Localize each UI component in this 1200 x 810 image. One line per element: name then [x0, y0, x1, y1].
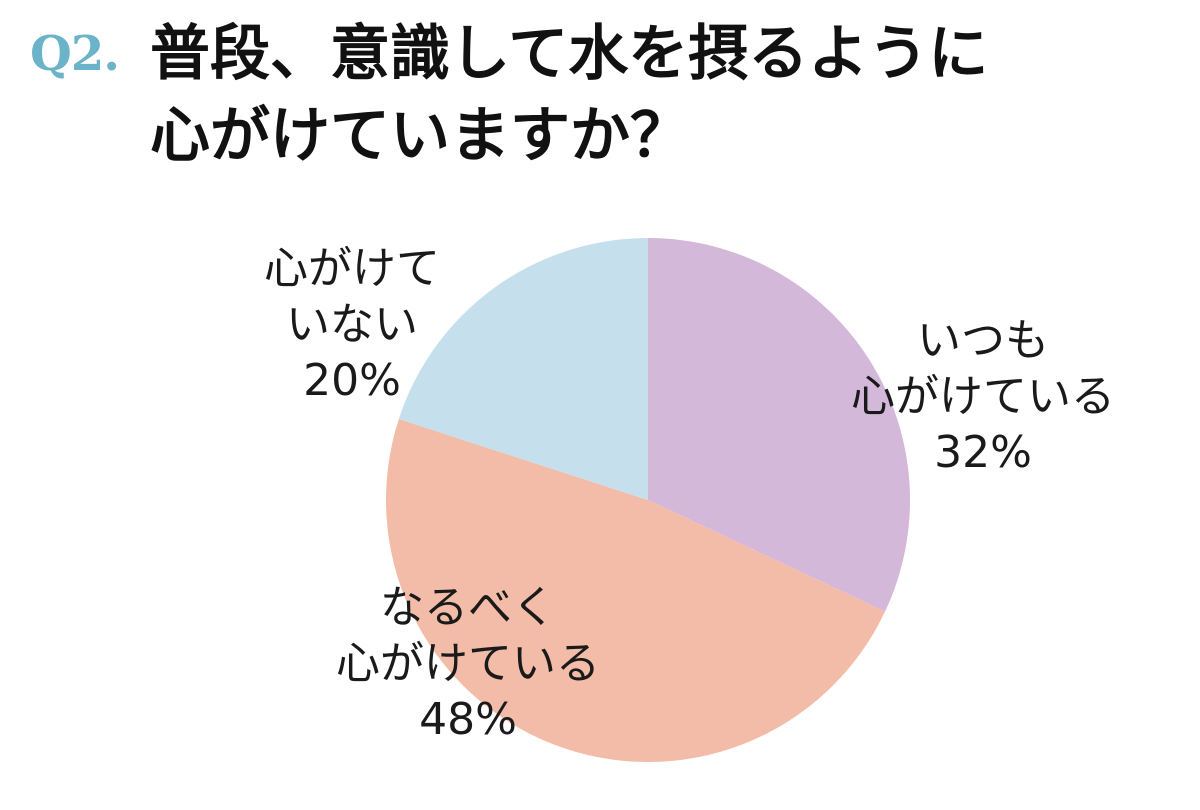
question-title-line2: 心がけていますか？ [150, 101, 690, 171]
pie-slice-mostly [385, 419, 886, 763]
slice-category-label-always: 心がけている [851, 371, 1115, 422]
slice-category-label-not: いない [286, 299, 418, 350]
question-number: Q2. [30, 26, 120, 82]
slice-value-label-always: 32% [934, 427, 1032, 478]
slice-category-label-always: いつも [917, 315, 1049, 366]
slice-category-label-mostly: なるべく [380, 582, 556, 633]
slice-value-label-not: 20% [303, 355, 401, 406]
pie-slice-always [648, 238, 910, 612]
slice-value-label-mostly: 48% [419, 694, 517, 745]
slice-category-label-mostly: 心がけている [336, 638, 600, 689]
question-title-line1: 普段、意識して水を摂るように [150, 19, 989, 89]
pie-slice-not [398, 238, 648, 500]
slice-category-label-not: 心がけて [264, 243, 440, 294]
